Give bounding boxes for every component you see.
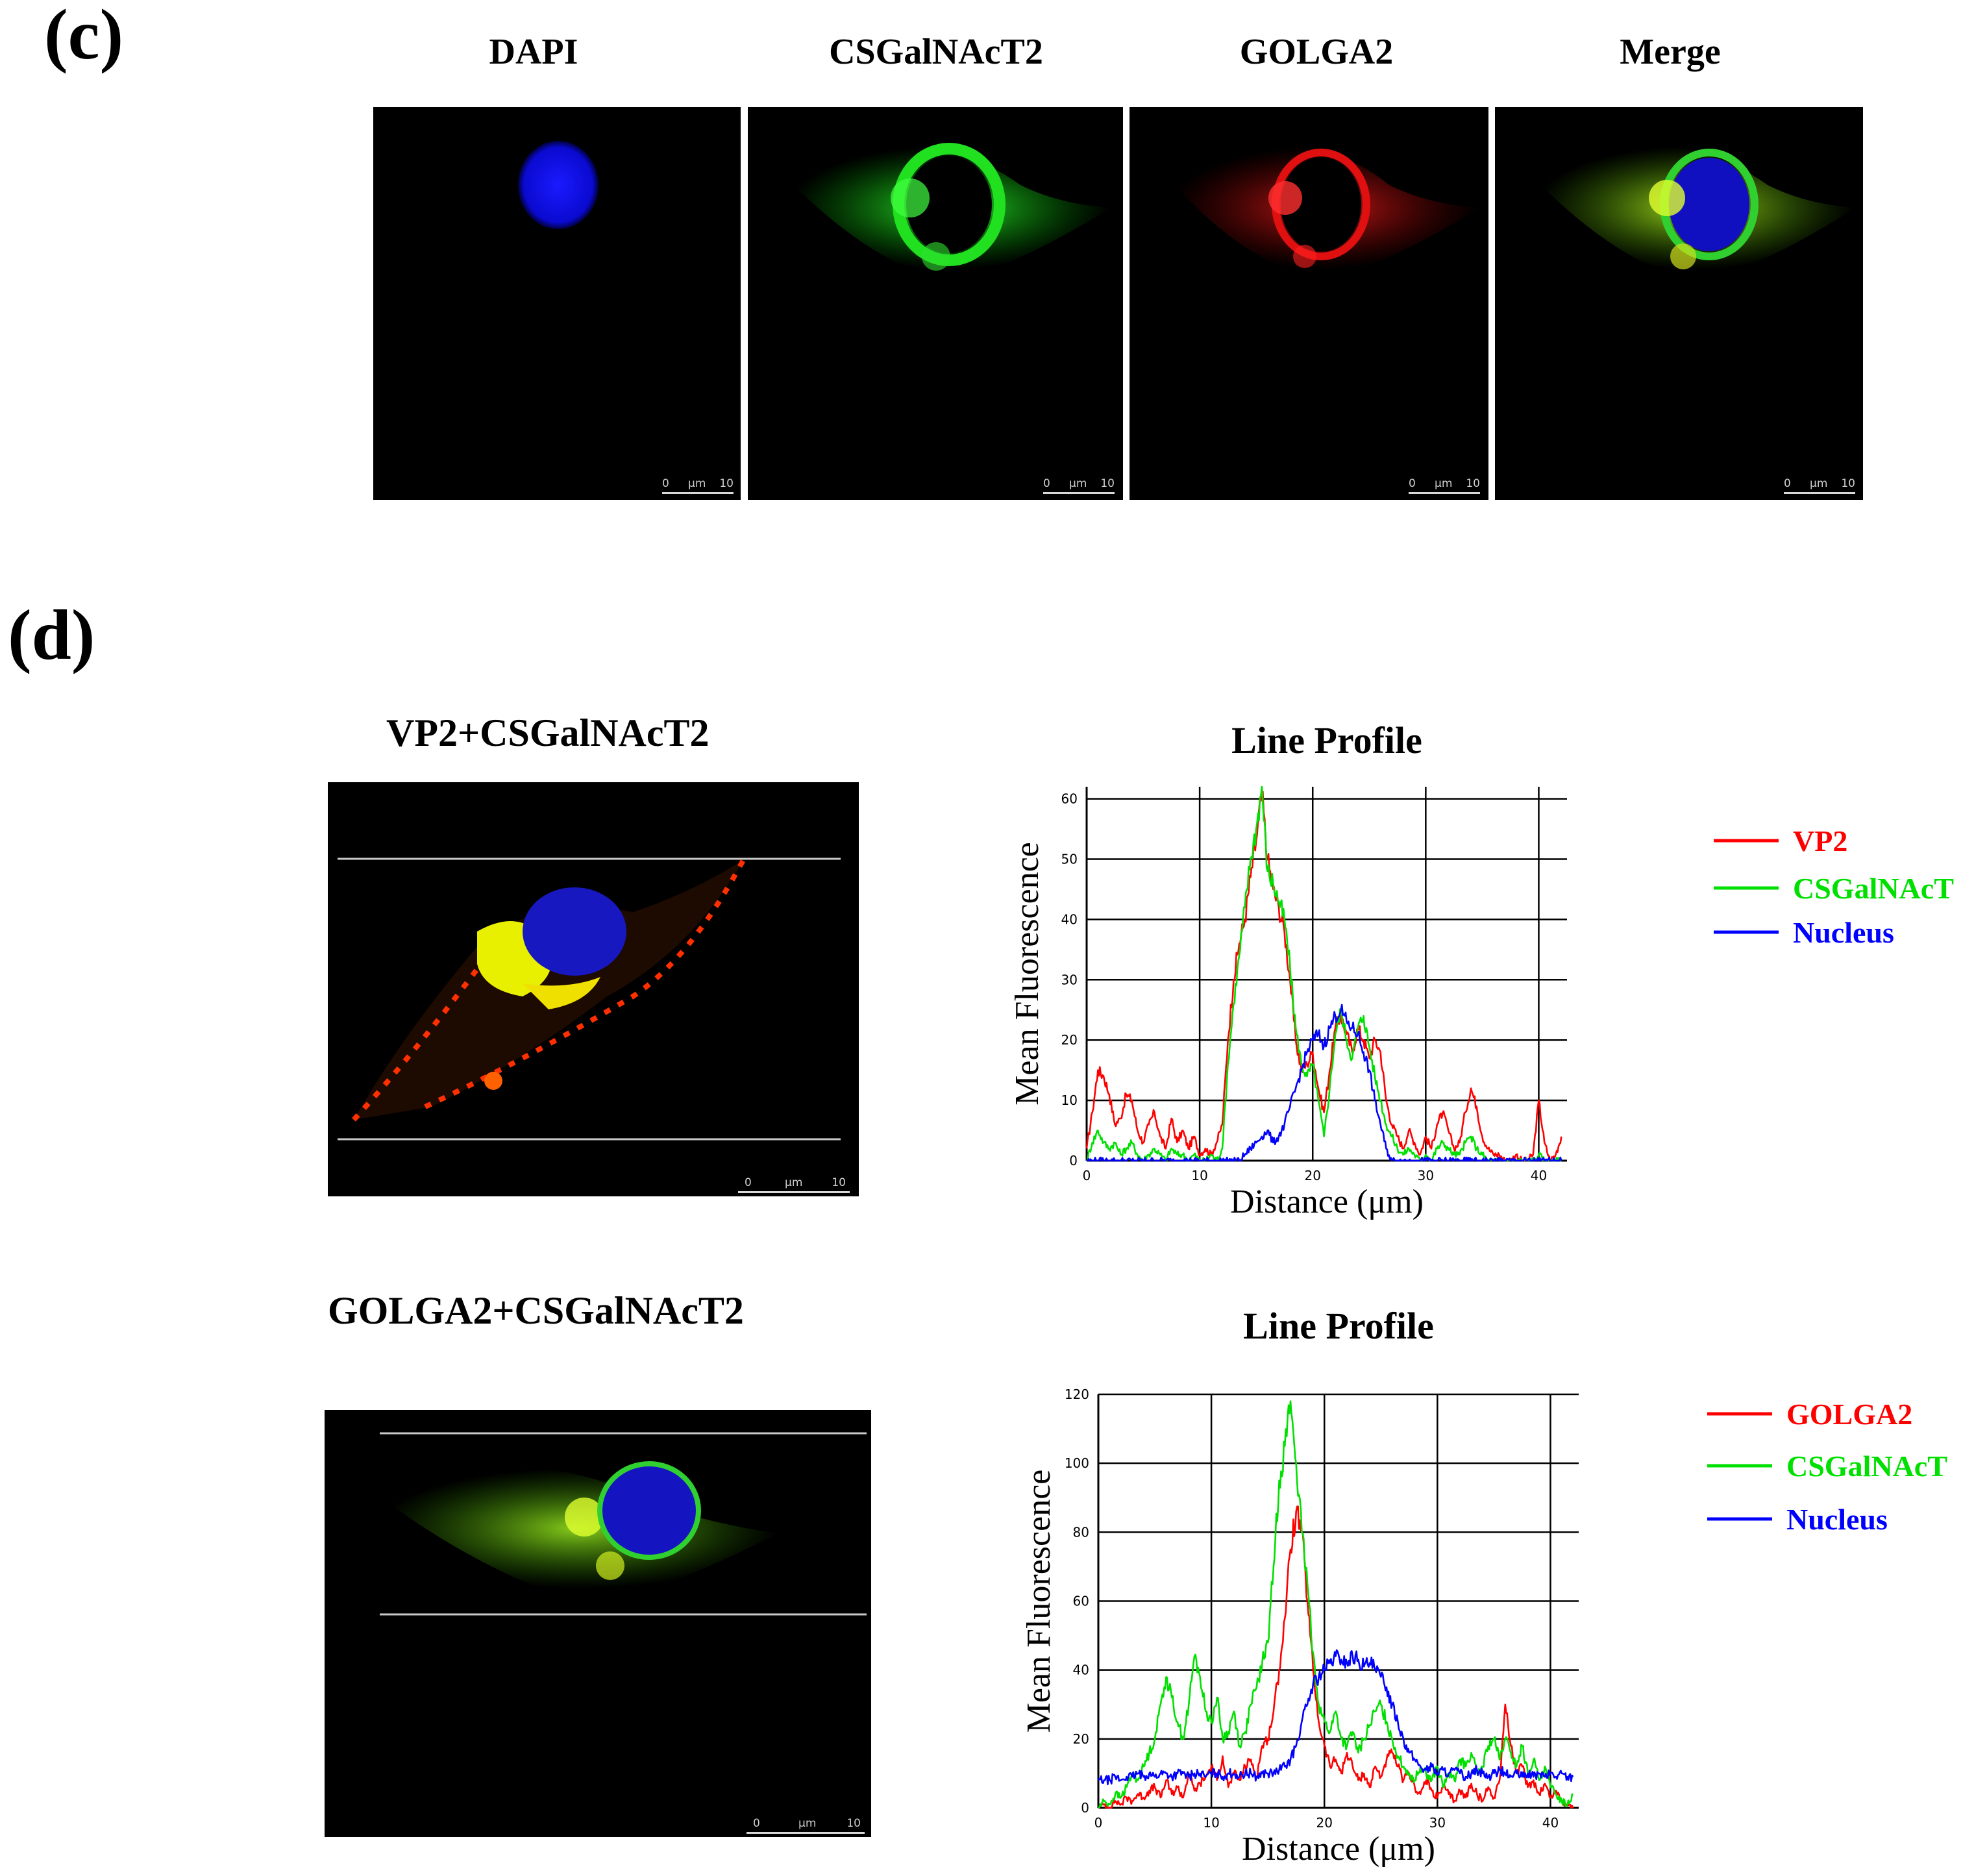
x-tick-label: 30 (1418, 1168, 1434, 1183)
scalebar-unit: μm (785, 1176, 803, 1189)
micrograph-vp2-csgalnact2: 0 μm 10 (328, 782, 859, 1196)
micrograph-golga2-csgalnact2: 0 μm 10 (325, 1410, 871, 1837)
row-title-golga2-csgalnact2: GOLGA2+CSGalNAcT2 (328, 1289, 744, 1332)
series-line-golga2 (1098, 1505, 1574, 1809)
x-axis-label: Distance (μm) (1242, 1831, 1435, 1868)
legend-label: VP2 (1793, 824, 1847, 858)
y-tick-label: 60 (1073, 1594, 1089, 1609)
series-line-vp2 (1085, 791, 1562, 1162)
scalebar-merge: 0 μm 10 (1784, 476, 1855, 494)
y-axis-label: Mean Fluorescence (1009, 842, 1046, 1105)
row-title-vp2-csgalnact2: VP2+CSGalNAcT2 (386, 711, 710, 754)
scalebar-end: 10 (1466, 477, 1480, 490)
column-title-dapi: DAPI (489, 32, 578, 72)
x-tick-label: 0 (1083, 1168, 1091, 1183)
scalebar-end: 10 (1841, 477, 1855, 490)
merge-cell-image (1534, 146, 1855, 269)
scalebar-start: 0 (1784, 477, 1791, 490)
dapi-nucleus-image (518, 141, 599, 229)
x-tick-label: 40 (1531, 1168, 1547, 1183)
micrograph-dapi: 0 μm 10 (373, 107, 741, 500)
csgalnact2-cell-image (787, 143, 1111, 271)
x-tick-label: 20 (1316, 1815, 1333, 1831)
scalebar-csgalnact2: 0 μm 10 (1043, 476, 1115, 494)
x-tick-label: 20 (1305, 1168, 1321, 1183)
legend-label: Nucleus (1786, 1503, 1888, 1536)
x-axis-label: Distance (μm) (1230, 1183, 1424, 1220)
scalebar-end: 10 (832, 1176, 846, 1189)
scalebar-vp2: 0 μm 10 (738, 1175, 850, 1193)
x-tick-label: 30 (1429, 1815, 1446, 1831)
y-tick-label: 60 (1061, 791, 1078, 807)
x-tick-label: 0 (1094, 1815, 1103, 1831)
y-tick-label: 0 (1069, 1153, 1078, 1168)
series-line-nucleus (1087, 1004, 1562, 1162)
column-title-golga2: GOLGA2 (1239, 32, 1394, 72)
scalebar-golga2: 0 μm 10 (1409, 476, 1480, 494)
legend-label: CSGalNAcT (1786, 1450, 1947, 1483)
micrograph-csgalnact2: 0 μm 10 (748, 107, 1123, 500)
panel-c-letter: (c) (44, 0, 124, 74)
y-tick-label: 80 (1073, 1524, 1089, 1540)
y-tick-label: 20 (1073, 1731, 1089, 1747)
chart-title: Line Profile (1243, 1305, 1434, 1347)
scalebar-unit: μm (1069, 477, 1087, 490)
series-line-csgalnact (1098, 1400, 1574, 1809)
legend-label: CSGalNAcT (1793, 872, 1954, 905)
y-tick-label: 50 (1061, 851, 1078, 867)
scalebar-start: 0 (1409, 477, 1416, 490)
y-tick-label: 30 (1061, 972, 1078, 987)
scalebar-unit: μm (688, 477, 706, 490)
column-title-csgalnact2: CSGalNAcT2 (829, 32, 1043, 72)
scalebar-golga2-merge: 0 μm 10 (747, 1816, 865, 1834)
series-line-nucleus (1097, 1649, 1574, 1786)
panel-d-letter: (d) (8, 595, 95, 674)
chart-title: Line Profile (1231, 719, 1422, 761)
line-profile-chart-1-svg: Line Profile 0 10 20 30 40 0 10 20 30 40 50 60 Distan… (1009, 719, 1954, 1220)
column-title-merge: Merge (1620, 32, 1721, 72)
x-tick-label: 10 (1191, 1168, 1207, 1183)
x-tick-label: 10 (1203, 1815, 1219, 1831)
y-tick-label: 40 (1073, 1662, 1089, 1678)
scalebar-start: 0 (1043, 477, 1050, 490)
scalebar-dapi: 0 μm 10 (662, 476, 734, 494)
scalebar-start: 0 (753, 1817, 760, 1830)
scalebar-start: 0 (745, 1176, 752, 1189)
scalebar-end: 10 (846, 1817, 861, 1830)
legend-label: GOLGA2 (1786, 1398, 1912, 1431)
golga2-cell-merge-image (376, 1432, 867, 1616)
y-tick-label: 100 (1065, 1455, 1089, 1471)
vp2-cell-image (338, 858, 841, 1141)
micrograph-golga2: 0 μm 10 (1129, 107, 1488, 500)
scalebar-unit: μm (798, 1817, 817, 1830)
line-profile-chart-2: Line Profile 0 10 20 30 40 0 20 40 60 80 100 120 Dist… (967, 1305, 1987, 1873)
y-axis-label: Mean Fluorescence (1020, 1470, 1057, 1733)
series-line-csgalnact (1086, 785, 1562, 1162)
scalebar-start: 0 (662, 477, 669, 490)
scalebar-unit: μm (1810, 477, 1828, 490)
golga2-cell-image (1168, 146, 1480, 269)
micrograph-merge: 0 μm 10 (1495, 107, 1863, 500)
line-profile-chart-1: Line Profile 0 10 20 30 40 0 10 20 30 40 50 60 Distan… (967, 714, 1987, 1233)
scalebar-end: 10 (719, 477, 734, 490)
y-tick-label: 0 (1081, 1800, 1089, 1816)
scalebar-end: 10 (1100, 477, 1115, 490)
y-tick-label: 20 (1061, 1032, 1078, 1048)
y-tick-label: 40 (1061, 911, 1078, 927)
legend-label: Nucleus (1793, 916, 1894, 949)
y-tick-label: 10 (1061, 1092, 1078, 1108)
scalebar-unit: μm (1435, 477, 1453, 490)
line-profile-chart-2-svg: Line Profile 0 10 20 30 40 0 20 40 60 80 100 120 Dist… (1020, 1305, 1947, 1868)
y-tick-label: 120 (1065, 1387, 1089, 1402)
x-tick-label: 40 (1542, 1815, 1559, 1831)
